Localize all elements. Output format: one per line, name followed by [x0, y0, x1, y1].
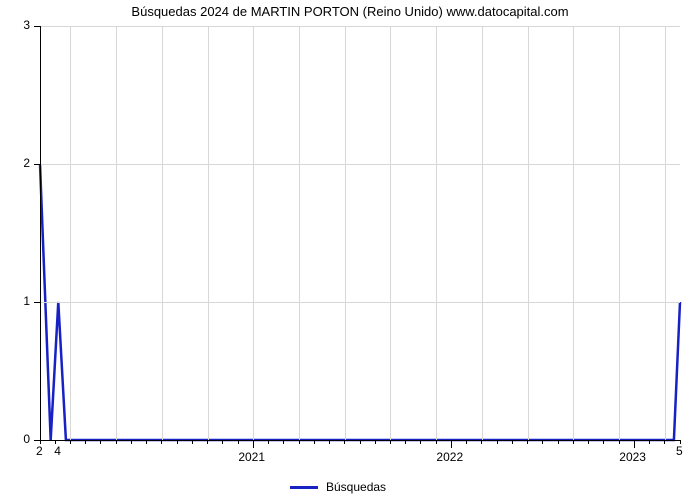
x-minor-tick [436, 440, 437, 444]
x-minor-tick [268, 440, 269, 444]
x-minor-tick [314, 440, 315, 444]
x-minor-tick [619, 440, 620, 444]
x-minor-tick [649, 440, 650, 444]
x-minor-tick [588, 440, 589, 444]
x-minor-tick [116, 440, 117, 444]
grid-line-v [299, 26, 300, 440]
grid-line-v [70, 26, 71, 440]
line-series [0, 0, 700, 500]
x-minor-tick [375, 440, 376, 444]
x-axis-line [40, 440, 680, 441]
x-major-tick [451, 440, 452, 448]
grid-line-v [253, 26, 254, 440]
grid-line-v [208, 26, 209, 440]
grid-line-h [40, 26, 680, 27]
x-endpoint-label: 5 [676, 444, 683, 458]
grid-line-v [619, 26, 620, 440]
legend: Búsquedas [290, 480, 386, 494]
x-minor-tick [283, 440, 284, 444]
x-minor-tick [207, 440, 208, 444]
x-minor-tick [664, 440, 665, 444]
x-minor-tick [405, 440, 406, 444]
grid-line-h [40, 302, 680, 303]
x-minor-tick [100, 440, 101, 444]
x-minor-tick [420, 440, 421, 444]
x-minor-tick [558, 440, 559, 444]
x-minor-tick [177, 440, 178, 444]
x-minor-tick [299, 440, 300, 444]
grid-line-v [162, 26, 163, 440]
y-tick-label: 3 [23, 18, 30, 32]
x-minor-tick [603, 440, 604, 444]
x-minor-tick [360, 440, 361, 444]
y-tick-label: 0 [23, 432, 30, 446]
grid-line-v [345, 26, 346, 440]
y-tick-label: 2 [23, 156, 30, 170]
x-minor-tick [481, 440, 482, 444]
grid-line-h [40, 164, 680, 165]
x-major-label: 2022 [436, 450, 463, 464]
x-minor-tick [85, 440, 86, 444]
x-minor-tick [238, 440, 239, 444]
x-major-label: 2023 [619, 450, 646, 464]
grid-line-v [116, 26, 117, 440]
x-major-label: 2021 [238, 450, 265, 464]
x-minor-tick [146, 440, 147, 444]
x-minor-tick [390, 440, 391, 444]
grid-line-v [573, 26, 574, 440]
x-minor-tick [70, 440, 71, 444]
grid-line-v [390, 26, 391, 440]
x-minor-tick [527, 440, 528, 444]
x-endpoint-label: 4 [54, 444, 61, 458]
grid-line-v [665, 26, 666, 440]
y-tick-label: 1 [23, 294, 30, 308]
legend-swatch [290, 486, 318, 489]
x-endpoint-label: 2 [36, 444, 43, 458]
x-major-tick [634, 440, 635, 448]
x-minor-tick [131, 440, 132, 444]
x-minor-tick [573, 440, 574, 444]
x-minor-tick [344, 440, 345, 444]
x-minor-tick [161, 440, 162, 444]
x-minor-tick [512, 440, 513, 444]
x-minor-tick [222, 440, 223, 444]
grid-line-v [436, 26, 437, 440]
y-axis-line [40, 26, 41, 440]
legend-label: Búsquedas [326, 480, 386, 494]
x-major-tick [253, 440, 254, 448]
grid-line-v [482, 26, 483, 440]
grid-line-v [528, 26, 529, 440]
x-minor-tick [329, 440, 330, 444]
x-minor-tick [542, 440, 543, 444]
x-minor-tick [192, 440, 193, 444]
x-minor-tick [497, 440, 498, 444]
x-minor-tick [466, 440, 467, 444]
